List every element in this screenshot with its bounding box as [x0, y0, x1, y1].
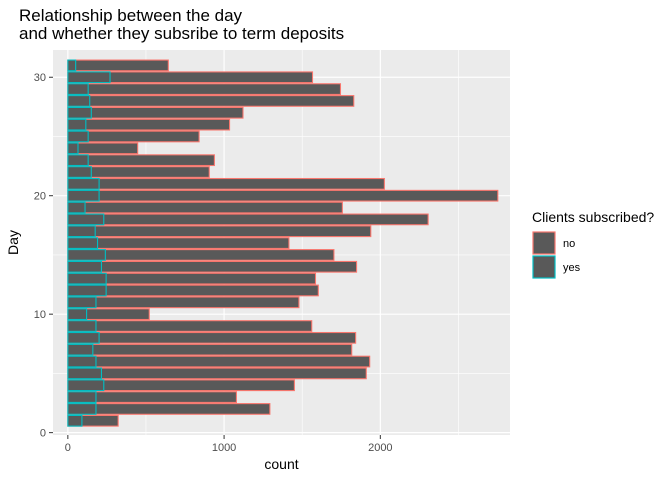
- bar-yes-day-20: [67, 189, 100, 202]
- bar-no-day-20: [67, 189, 499, 202]
- bar-yes-day-21: [67, 177, 100, 190]
- bar-yes-day-13: [67, 272, 107, 285]
- legend-label-no: no: [563, 238, 575, 250]
- legend-key-no: [532, 231, 556, 255]
- bar-no-day-6: [67, 355, 371, 368]
- bar-no-day-28: [67, 95, 355, 107]
- bar-no-day-7: [67, 343, 353, 356]
- bar-yes-day-24: [67, 142, 79, 155]
- bar-yes-day-9: [67, 320, 97, 332]
- bars-no: [67, 59, 499, 427]
- legend-key-yes: [532, 255, 556, 279]
- bar-no-day-31: [67, 59, 169, 72]
- bar-no-day-19: [67, 201, 343, 214]
- x-tick-label: 2000: [368, 442, 392, 454]
- bar-no-day-18: [67, 213, 429, 226]
- y-axis-title: Day: [5, 230, 21, 255]
- legend-title: Clients subscribed?: [532, 209, 654, 225]
- bar-yes-day-1: [67, 414, 83, 427]
- bar-yes-day-30: [67, 71, 111, 84]
- bar-yes-day-29: [67, 83, 89, 95]
- bar-no-day-27: [67, 106, 244, 119]
- legend: Clients subscribed? no yes: [532, 209, 654, 279]
- bar-no-day-16: [67, 237, 290, 249]
- bar-yes-day-10: [67, 308, 88, 321]
- bar-yes-day-4: [67, 379, 105, 392]
- bar-yes-day-11: [67, 296, 97, 309]
- bar-yes-day-2: [67, 403, 97, 415]
- bar-no-day-21: [67, 177, 385, 190]
- x-tick-label: 0: [65, 442, 71, 454]
- bar-yes-day-15: [67, 249, 106, 261]
- y-tick-label: 0: [40, 428, 46, 440]
- chart-title-line-1: Relationship between the day: [19, 6, 243, 25]
- bar-yes-day-28: [67, 95, 91, 107]
- bar-yes-day-22: [67, 166, 92, 178]
- x-tick-labels: 0 1000 2000: [65, 442, 393, 454]
- x-tick-label: 1000: [212, 442, 236, 454]
- bar-no-day-15: [67, 249, 335, 261]
- bar-yes-day-31: [67, 59, 77, 72]
- bar-no-day-8: [67, 331, 357, 344]
- y-tick-label: 30: [34, 72, 46, 84]
- bar-yes-day-27: [67, 106, 92, 119]
- bar-no-day-11: [67, 296, 300, 309]
- bar-no-day-26: [67, 118, 231, 131]
- bar-yes-day-14: [67, 260, 102, 273]
- bar-yes-day-8: [67, 331, 100, 344]
- y-tick-label: 10: [34, 309, 46, 321]
- y-tick-labels: 0 10 20 30: [34, 72, 46, 439]
- bar-yes-day-17: [67, 225, 96, 238]
- bar-yes-day-5: [67, 367, 102, 380]
- x-axis-title: count: [264, 456, 298, 472]
- bar-yes-day-19: [67, 201, 86, 214]
- y-tick-label: 20: [34, 191, 46, 203]
- bar-no-day-9: [67, 320, 313, 332]
- bar-yes-day-7: [67, 343, 94, 356]
- bars-yes: [67, 59, 111, 427]
- axis-ticks: [49, 76, 381, 439]
- bar-yes-day-3: [67, 391, 97, 403]
- bar-no-day-14: [67, 260, 358, 273]
- bar-yes-day-25: [67, 130, 89, 143]
- chart-title-line-2: and whether they subsribe to term deposi…: [19, 24, 345, 43]
- bar-no-day-5: [67, 367, 367, 380]
- bar-no-day-17: [67, 225, 372, 238]
- bar-yes-day-16: [67, 237, 99, 249]
- bar-yes-day-23: [67, 154, 89, 167]
- bar-no-day-23: [67, 154, 215, 167]
- bar-yes-day-18: [67, 213, 105, 226]
- bar-no-day-2: [67, 403, 271, 415]
- bar-no-day-29: [67, 83, 342, 95]
- bar-yes-day-12: [67, 284, 107, 297]
- bar-yes-day-6: [67, 355, 97, 368]
- bar-yes-day-26: [67, 118, 87, 131]
- legend-label-yes: yes: [563, 262, 581, 274]
